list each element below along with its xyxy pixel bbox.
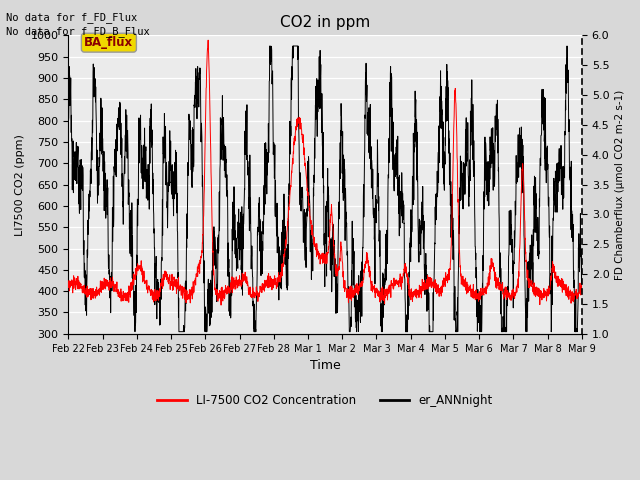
Y-axis label: LI7500 CO2 (ppm): LI7500 CO2 (ppm) [15, 133, 25, 236]
Y-axis label: FD Chamberflux (μmol CO2 m-2 s-1): FD Chamberflux (μmol CO2 m-2 s-1) [615, 89, 625, 280]
Text: BA_flux: BA_flux [84, 36, 134, 49]
Text: No data for f_FD_Flux: No data for f_FD_Flux [6, 12, 138, 23]
Legend: LI-7500 CO2 Concentration, er_ANNnight: LI-7500 CO2 Concentration, er_ANNnight [152, 389, 498, 411]
Text: No data for f_FD_B_Flux: No data for f_FD_B_Flux [6, 26, 150, 37]
X-axis label: Time: Time [310, 359, 340, 372]
Title: CO2 in ppm: CO2 in ppm [280, 15, 371, 30]
